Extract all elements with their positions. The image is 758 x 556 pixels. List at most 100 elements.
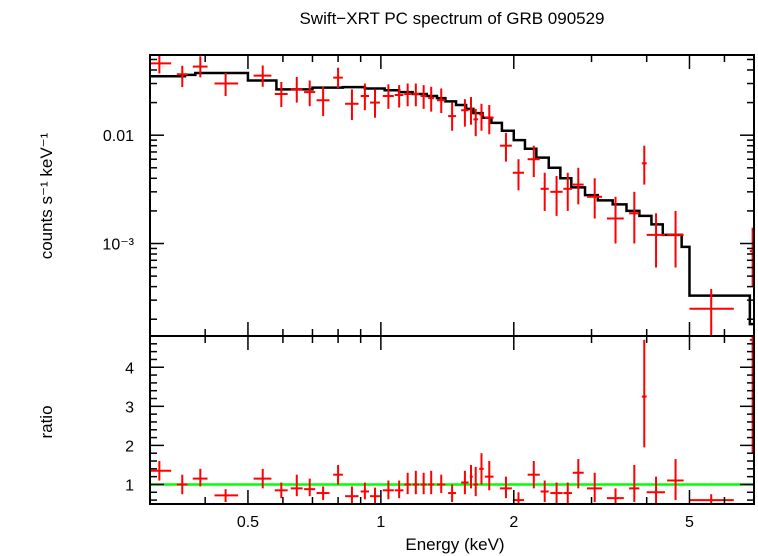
top-y-tick-label: 0.01 xyxy=(103,128,134,145)
spectrum-point xyxy=(274,81,288,108)
bottom-panel-frame xyxy=(149,335,755,505)
x-tick-label: 2 xyxy=(509,514,518,531)
ratio-point xyxy=(479,453,484,485)
spectrum-point xyxy=(448,102,457,131)
chart-title: Swift−XRT PC spectrum of GRB 090529 xyxy=(299,9,604,28)
ratio-point xyxy=(448,484,457,503)
ratio-point xyxy=(253,468,272,489)
ratio-point xyxy=(316,486,330,501)
spectrum-point xyxy=(412,83,419,107)
ratio-point xyxy=(274,482,288,499)
spectrum-point xyxy=(150,55,172,74)
spectrum-point xyxy=(629,191,640,244)
ratio-point xyxy=(345,486,359,504)
ratio-point xyxy=(667,459,684,501)
ratio-point xyxy=(572,459,584,489)
spectrum-point xyxy=(550,176,563,216)
ratio-point xyxy=(499,476,512,499)
ratio-point xyxy=(420,472,427,495)
spectrum-point xyxy=(606,196,624,244)
spectrum-point xyxy=(404,83,411,107)
spectrum-point xyxy=(484,105,494,135)
ratio-point xyxy=(641,339,647,448)
ratio-point xyxy=(540,480,549,503)
spectrum-point xyxy=(641,145,647,185)
top-axes-layer: 0.01 10⁻³ xyxy=(102,55,755,336)
spectrum-point xyxy=(473,108,479,137)
ratio-y-tick-label: 1 xyxy=(125,477,134,494)
ratio-point xyxy=(629,464,640,503)
ratio-point xyxy=(461,470,469,495)
spectrum-point xyxy=(420,85,427,109)
spectrum-point xyxy=(587,178,603,219)
ratio-point xyxy=(428,470,435,495)
spectrum-point xyxy=(461,99,469,127)
spectrum-point xyxy=(540,172,549,211)
ratio-point xyxy=(304,478,316,497)
x-tick-label: 1 xyxy=(376,514,385,531)
spectrum-point xyxy=(333,67,343,89)
ratio-point xyxy=(484,461,494,491)
bottom-data-layer xyxy=(150,336,754,504)
ratio-point xyxy=(473,466,479,497)
ratio-y-axis-label: ratio xyxy=(37,405,56,438)
ratio-point xyxy=(527,461,540,489)
spectrum-point xyxy=(214,73,239,97)
spectrum-point xyxy=(689,289,734,336)
ratio-point xyxy=(333,464,343,485)
ratio-point xyxy=(512,492,525,504)
spectrum-point xyxy=(360,83,370,111)
x-tick-label: 5 xyxy=(685,514,694,531)
ratio-point xyxy=(689,494,734,504)
spectrum-point xyxy=(563,172,573,211)
ratio-point xyxy=(382,480,394,500)
spectrum-point xyxy=(253,65,272,87)
ratio-point xyxy=(370,487,380,504)
ratio-point xyxy=(436,474,446,494)
ratio-point xyxy=(469,464,473,489)
spectrum-point xyxy=(176,65,188,88)
spectrum-point xyxy=(316,86,330,117)
spectrum-point xyxy=(304,80,316,107)
ratio-point xyxy=(290,474,303,497)
spectrum-point xyxy=(512,159,525,191)
spectrum-point xyxy=(527,145,540,178)
ratio-point xyxy=(563,482,573,504)
x-axis-label: Energy (keV) xyxy=(405,535,504,554)
top-data-layer xyxy=(150,55,754,336)
spectrum-point xyxy=(345,89,359,121)
ratio-point xyxy=(214,489,239,503)
spectrum-point xyxy=(436,88,446,114)
spectrum-point xyxy=(667,210,684,268)
ratio-point xyxy=(176,474,188,495)
ratio-point xyxy=(550,482,563,504)
bottom-axes-layer: 0.5 1 2 5 1 2 3 4 xyxy=(125,336,755,531)
ratio-point xyxy=(404,472,411,495)
ratio-point xyxy=(606,488,624,504)
ratio-point xyxy=(360,482,370,500)
spectrum-point xyxy=(646,213,665,268)
top-panel-frame xyxy=(149,54,755,337)
spectrum-point xyxy=(382,84,394,109)
top-y-tick-label: 10⁻³ xyxy=(102,237,134,254)
spectrum-point xyxy=(370,89,380,118)
ratio-point xyxy=(412,470,419,495)
spectrum-point xyxy=(572,167,584,205)
spectrum-point xyxy=(428,86,435,112)
ratio-point xyxy=(192,468,208,487)
ratio-point xyxy=(394,480,404,499)
ratio-y-tick-label: 4 xyxy=(125,360,134,377)
ratio-point xyxy=(646,476,665,504)
spectrum-point xyxy=(394,85,404,108)
spectrum-point xyxy=(479,103,484,131)
spectrum-point xyxy=(192,56,208,78)
x-tick-label: 0.5 xyxy=(237,514,259,531)
top-y-axis-label: counts s⁻¹ keV⁻¹ xyxy=(37,132,56,259)
ratio-point xyxy=(150,461,172,481)
spectrum-point xyxy=(469,97,473,125)
spectrum-point xyxy=(290,76,303,103)
ratio-y-tick-label: 2 xyxy=(125,438,134,455)
ratio-point xyxy=(587,472,603,503)
spectrum-point xyxy=(499,132,512,162)
